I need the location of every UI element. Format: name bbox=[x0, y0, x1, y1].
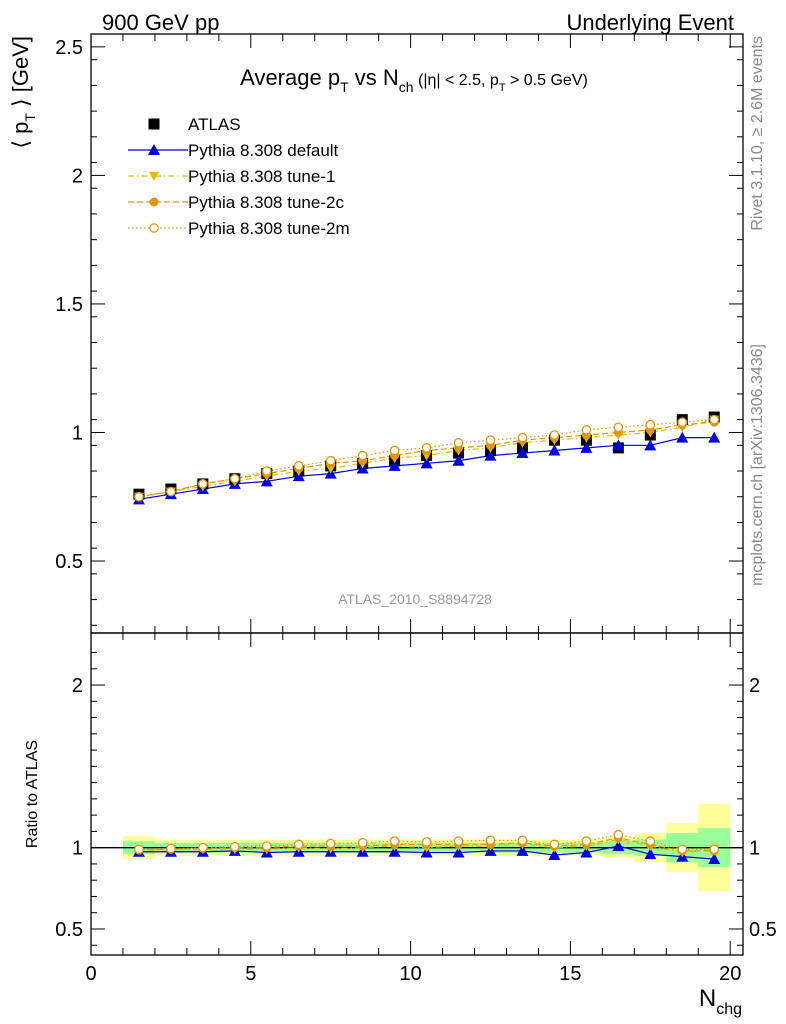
ratio-point-tune2m bbox=[293, 839, 304, 850]
main-plot-title: Average pT vs Nch (|η| < 2.5, pT > 0.5 G… bbox=[240, 65, 588, 95]
ratio-point-tune2m bbox=[549, 839, 560, 850]
data-point-tune2m bbox=[581, 425, 592, 435]
legend: ATLAS Pythia 8.308 default Pythia 8.308 tu… bbox=[128, 115, 350, 238]
ratio-point-tune2m bbox=[581, 836, 592, 847]
ratio-point-tune2m bbox=[517, 835, 528, 846]
x-tick-label: 15 bbox=[559, 963, 581, 985]
data-point-default bbox=[612, 439, 625, 451]
data-point-tune2m bbox=[357, 450, 368, 461]
data-point-tune2m bbox=[134, 491, 144, 502]
data-point-tune2m bbox=[229, 473, 240, 484]
data-point-default bbox=[548, 444, 561, 456]
legend-marker-tune1 bbox=[149, 172, 159, 181]
ratio-point-tune2m bbox=[389, 836, 400, 847]
side-text-upper: Rivet 3.1.10, ≥ 2.6M events bbox=[749, 36, 766, 231]
ratio-point-tune2m bbox=[485, 835, 496, 846]
main-y-tick-label: 1 bbox=[72, 422, 83, 444]
ratio-point-default bbox=[388, 845, 401, 857]
data-point-tune2m bbox=[645, 419, 656, 430]
legend-label-default: Pythia 8.308 default bbox=[188, 141, 339, 160]
ratio-point-tune2m bbox=[709, 844, 720, 855]
data-point-tune2m bbox=[389, 445, 400, 456]
ratio-y-tick-label: 2 bbox=[72, 675, 83, 697]
data-point-default bbox=[644, 439, 657, 451]
ratio-point-tune2m bbox=[325, 838, 336, 849]
ratio-point-tune2m bbox=[261, 841, 272, 851]
ratio-y-tick-label-right: 1 bbox=[749, 838, 760, 860]
ratio-point-tune2m bbox=[229, 842, 240, 852]
ratio-point-default bbox=[612, 840, 625, 852]
ratio-y-axis-label: Ratio to ATLAS bbox=[24, 740, 41, 848]
data-point-default bbox=[708, 431, 721, 443]
ratio-point-default bbox=[580, 846, 593, 858]
main-y-tick-label: 0.5 bbox=[55, 551, 83, 573]
side-text-lower: mcplots.cern.ch [arXiv:1306.3436] bbox=[749, 344, 766, 586]
ratio-point-tune2m bbox=[134, 844, 144, 855]
header-left: 900 GeV pp bbox=[102, 10, 219, 35]
legend-marker-atlas bbox=[148, 118, 160, 130]
ratio-point-tune2m bbox=[198, 842, 208, 853]
data-point-tune2m bbox=[166, 486, 176, 497]
ratio-point-tune2m bbox=[166, 843, 176, 854]
ratio-y-tick-label-right: 2 bbox=[749, 675, 760, 697]
main-panel: 0.5 1 1.5 2 2.5 bbox=[55, 33, 744, 634]
legend-marker-tune2c bbox=[149, 197, 159, 207]
x-tick-label: 10 bbox=[399, 963, 421, 985]
ratio-point-tune2m bbox=[677, 844, 688, 855]
data-point-tune2m bbox=[709, 414, 720, 425]
legend-label-tune1: Pythia 8.308 tune-1 bbox=[188, 167, 335, 186]
data-point-default bbox=[452, 454, 465, 466]
ratio-point-tune2m bbox=[357, 837, 368, 848]
data-point-default bbox=[420, 457, 433, 469]
data-point-tune2m bbox=[485, 435, 496, 446]
data-point-default bbox=[676, 431, 689, 443]
ratio-point-tune2m bbox=[645, 836, 656, 847]
ratio-point-default bbox=[548, 848, 561, 860]
ratio-y-tick-label-right: 0.5 bbox=[749, 919, 777, 941]
data-point-default bbox=[516, 447, 529, 459]
analysis-watermark: ATLAS_2010_S8894728 bbox=[338, 591, 492, 607]
x-tick-label: 20 bbox=[719, 963, 741, 985]
ratio-point-default bbox=[644, 848, 657, 860]
ratio-y-tick-label: 0.5 bbox=[55, 919, 83, 941]
header-right: Underlying Event bbox=[566, 10, 734, 35]
legend-label-atlas: ATLAS bbox=[188, 115, 241, 134]
data-point-tune2m bbox=[549, 430, 560, 440]
ratio-point-tune2m bbox=[453, 836, 464, 847]
main-y-tick-label: 1.5 bbox=[55, 294, 83, 316]
data-point-default bbox=[580, 441, 593, 453]
legend-marker-default bbox=[148, 144, 160, 155]
ratio-point-default bbox=[708, 853, 721, 865]
ratio-point-tune2m bbox=[421, 837, 432, 847]
x-tick-label: 5 bbox=[245, 963, 256, 985]
ratio-y-tick-label: 1 bbox=[72, 838, 83, 860]
ratio-plot-frame bbox=[90, 632, 744, 956]
data-point-tune2m bbox=[325, 455, 336, 466]
x-axis-label: Nchg bbox=[699, 985, 742, 1018]
x-tick-label: 0 bbox=[85, 963, 96, 985]
ratio-panel: 0.5 0.51 12 20 5 10 15 20 bbox=[55, 632, 777, 985]
ratio-point-tune2m bbox=[613, 829, 624, 840]
data-point-tune2m bbox=[421, 443, 432, 453]
ratio-point-default bbox=[516, 844, 529, 856]
main-y-axis-label: ⟨ pT ⟩ [GeV] bbox=[8, 36, 38, 149]
data-point-tune2m bbox=[453, 437, 464, 448]
data-point-tune2m bbox=[517, 432, 528, 443]
main-y-tick-label: 2 bbox=[72, 165, 83, 187]
data-point-tune2m bbox=[293, 461, 304, 471]
data-point-default bbox=[484, 449, 497, 461]
data-point-tune2m bbox=[613, 422, 624, 433]
legend-marker-tune2m bbox=[149, 223, 159, 233]
ratio-point-default bbox=[452, 846, 465, 858]
data-point-tune2m bbox=[198, 479, 208, 489]
data-point-tune2m bbox=[677, 417, 688, 428]
data-point-tune2m bbox=[261, 466, 272, 476]
legend-label-tune2m: Pythia 8.308 tune-2m bbox=[188, 219, 350, 238]
main-y-tick-label: 2.5 bbox=[55, 37, 83, 59]
legend-label-tune2c: Pythia 8.308 tune-2c bbox=[188, 193, 344, 212]
data-point-default bbox=[388, 459, 401, 471]
